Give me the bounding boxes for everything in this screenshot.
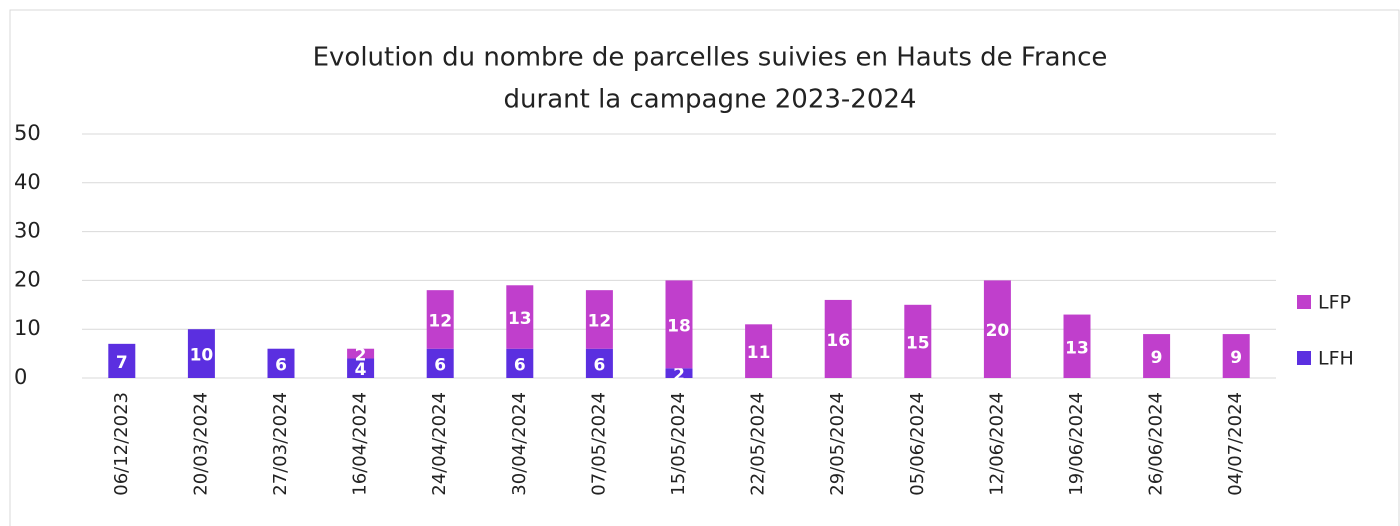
chart-title: durant la campagne 2023-2024 (504, 85, 917, 115)
bar-segment (347, 348, 375, 359)
x-tick-label: 05/06/2024 (907, 392, 928, 496)
x-tick-label: 19/06/2024 (1066, 392, 1087, 496)
bar-segment (1143, 334, 1171, 378)
value-label: 10 (190, 346, 214, 366)
value-label: 6 (434, 355, 446, 375)
bar-segment (983, 280, 1011, 378)
x-tick-label: 20/03/2024 (190, 392, 211, 496)
value-label: 16 (826, 331, 850, 351)
value-label: 13 (1065, 338, 1089, 358)
bar-segment (267, 348, 295, 378)
bar-segment (745, 324, 773, 378)
x-tick-label: 15/05/2024 (668, 392, 689, 496)
bar-segment (347, 358, 375, 378)
value-label: 6 (275, 355, 287, 375)
y-tick-label: 20 (14, 267, 41, 291)
bar-segment (585, 290, 613, 349)
bar-segment (506, 285, 534, 349)
x-tick-label: 07/05/2024 (588, 392, 609, 496)
value-label: 13 (508, 309, 532, 329)
value-label: 2 (355, 346, 367, 366)
bar-segment (665, 280, 693, 369)
x-tick-label: 16/04/2024 (350, 392, 371, 496)
bar-segment (426, 348, 454, 378)
legend-swatch (1297, 295, 1311, 309)
bar-segment (665, 368, 693, 378)
value-label: 9 (1151, 348, 1163, 368)
value-label: 20 (986, 321, 1010, 341)
y-tick-label: 30 (14, 219, 41, 243)
legend-label: LFP (1318, 292, 1351, 314)
bar-segment (585, 348, 613, 378)
legend-label: LFH (1318, 348, 1354, 370)
value-label: 12 (428, 311, 452, 331)
x-tick-label: 26/06/2024 (1146, 392, 1167, 496)
chart-border (9, 9, 1400, 526)
bar-segment (506, 348, 534, 378)
y-tick-label: 10 (14, 316, 41, 340)
value-label: 6 (514, 355, 526, 375)
bar-segment (1222, 334, 1250, 378)
y-tick-label: 0 (14, 365, 27, 389)
x-tick-label: 27/03/2024 (270, 392, 291, 496)
y-tick-label: 50 (14, 121, 41, 145)
value-label: 11 (747, 343, 771, 363)
legend-swatch (1297, 351, 1311, 365)
value-label: 9 (1230, 348, 1242, 368)
value-label: 7 (116, 353, 128, 373)
value-label: 18 (667, 316, 691, 336)
chart-title: Evolution du nombre de parcelles suivies… (313, 43, 1108, 73)
bar-segment (108, 343, 136, 378)
y-tick-label: 40 (14, 170, 41, 194)
value-label: 15 (906, 333, 930, 353)
bar-segment (426, 290, 454, 349)
value-label: 4 (355, 360, 367, 380)
x-tick-label: 29/05/2024 (827, 392, 848, 496)
x-tick-label: 24/04/2024 (429, 392, 450, 496)
x-tick-label: 04/07/2024 (1225, 392, 1246, 496)
x-tick-label: 12/06/2024 (986, 392, 1007, 496)
bar-segment (824, 299, 852, 378)
x-tick-label: 22/05/2024 (748, 392, 769, 496)
value-label: 12 (588, 311, 612, 331)
bar-segment (904, 304, 932, 378)
x-tick-label: 30/04/2024 (509, 392, 530, 496)
value-label: 6 (593, 355, 605, 375)
bar-segment (187, 329, 215, 378)
bar-segment (1063, 314, 1091, 378)
value-label: 2 (673, 365, 685, 385)
x-tick-label: 06/12/2023 (111, 392, 132, 496)
